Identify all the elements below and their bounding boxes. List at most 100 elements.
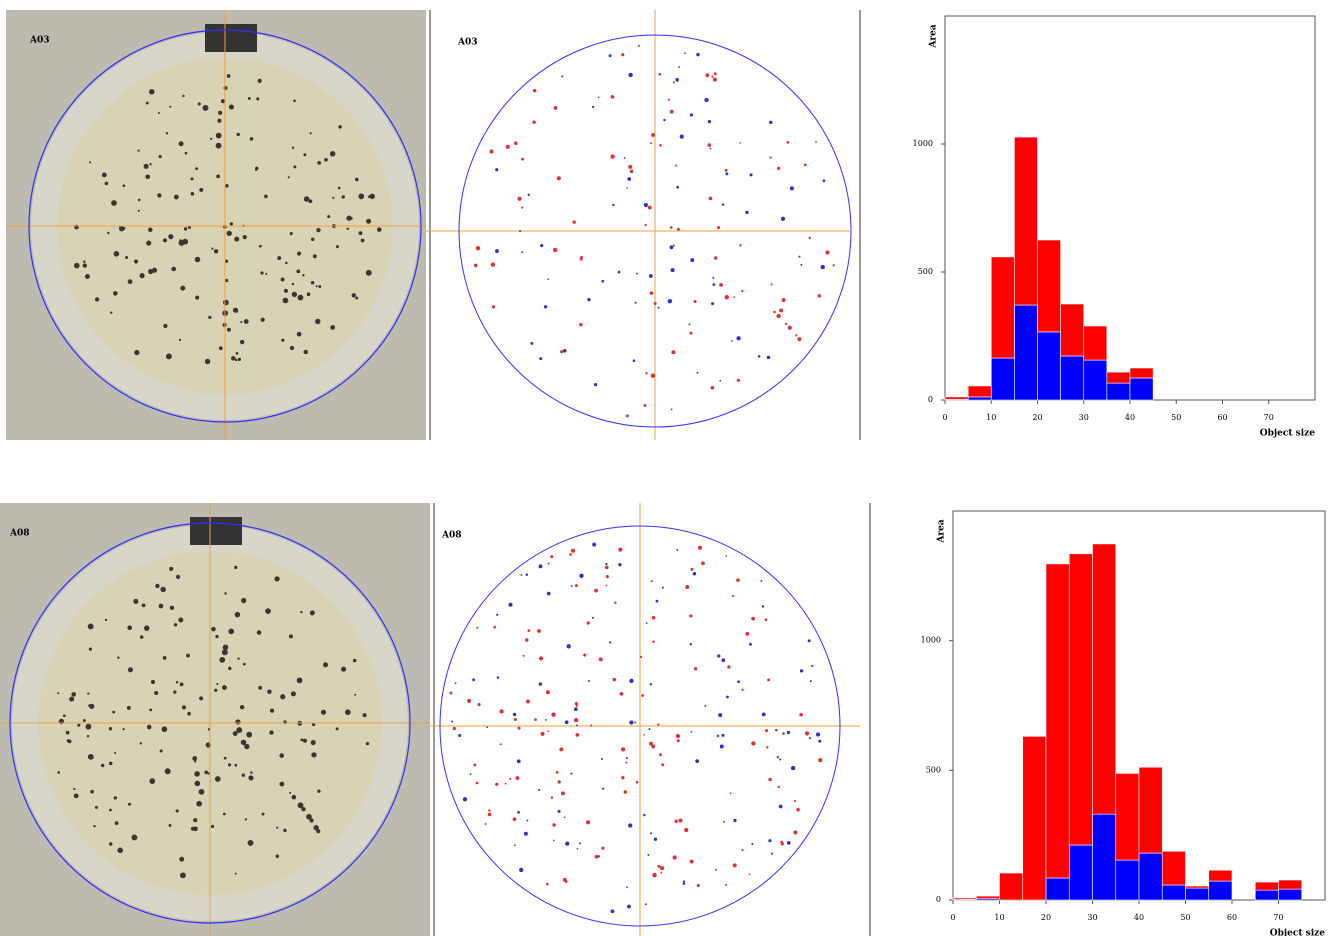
object-dot [484, 823, 487, 826]
object-dot [768, 839, 772, 843]
object-dot [708, 196, 713, 201]
object-dot [663, 118, 666, 122]
colony [358, 193, 365, 200]
colony [300, 610, 303, 614]
colony [149, 163, 152, 166]
colony [108, 842, 113, 846]
object-dot [749, 173, 753, 177]
object-dot [560, 350, 564, 354]
object-dot [608, 54, 612, 58]
object-dot [629, 169, 634, 174]
colony [309, 610, 315, 616]
object-dot [660, 866, 665, 871]
colony [301, 806, 306, 812]
colony [234, 358, 238, 362]
object-dot [527, 629, 531, 632]
object-dot [635, 780, 639, 784]
colony [223, 756, 227, 760]
object-dot [495, 168, 499, 172]
colony [310, 280, 315, 285]
colony [139, 273, 145, 279]
x-tick-label: 0 [950, 913, 955, 922]
object-dot [768, 777, 772, 782]
colony [194, 760, 197, 763]
object-dot [594, 588, 598, 593]
colony [269, 708, 275, 713]
colony [160, 586, 166, 593]
object-dot [648, 728, 651, 731]
colony [302, 274, 305, 277]
colony [232, 731, 238, 736]
photo-label: A03 [29, 36, 50, 46]
object-dot [741, 289, 744, 293]
colony [257, 78, 262, 83]
colony [223, 299, 229, 306]
bar-segment [1115, 859, 1140, 901]
colony [193, 826, 198, 832]
object-dot [658, 72, 662, 76]
colony [77, 723, 81, 727]
colony [159, 749, 163, 753]
colony [194, 256, 201, 263]
object-dot [683, 52, 686, 55]
y-tick-label: 500 [918, 267, 933, 276]
object-dot [651, 615, 656, 620]
object-dot [667, 299, 673, 304]
colony [148, 227, 153, 232]
object-dot [491, 305, 496, 309]
colony [133, 259, 139, 264]
object-dot [493, 625, 497, 629]
object-dot [532, 88, 537, 93]
object-dot [496, 613, 499, 616]
object-dot [650, 142, 653, 145]
colony [237, 657, 240, 660]
colony [352, 658, 357, 663]
colony [290, 691, 296, 697]
object-dot [451, 720, 454, 723]
colony [87, 623, 94, 630]
x-tick-label: 70 [1273, 913, 1283, 922]
colony [57, 771, 60, 774]
object-dot [546, 591, 551, 596]
object-dot [540, 244, 544, 248]
colony [360, 238, 365, 243]
colony [141, 603, 146, 608]
object-dot [651, 133, 655, 137]
colony [291, 291, 298, 298]
object-dot [504, 782, 507, 785]
bar-segment [967, 385, 992, 398]
object-dot [645, 372, 648, 375]
object-dot [670, 408, 673, 411]
object-dot [716, 734, 720, 738]
colony [243, 319, 249, 324]
colony [69, 696, 75, 702]
object-dot [690, 258, 695, 263]
object-dot [525, 638, 529, 642]
object-dot [672, 244, 675, 247]
colony [113, 796, 117, 800]
object-dot [751, 842, 754, 845]
colony [145, 101, 149, 105]
colony [237, 357, 242, 362]
object-dot [605, 562, 608, 566]
object-dot [650, 580, 653, 583]
colony [350, 217, 353, 220]
object-dot [591, 616, 594, 619]
colony [157, 111, 160, 115]
colony [183, 227, 188, 231]
object-dot [676, 549, 679, 551]
object-dot [509, 777, 512, 780]
object-dot [635, 272, 639, 275]
object-dot [570, 584, 573, 587]
colony [101, 172, 107, 178]
object-dot [711, 75, 714, 78]
object-dot [629, 678, 634, 684]
bar-segment [967, 396, 992, 401]
object-dot [545, 882, 549, 886]
bar-segment [1106, 371, 1131, 384]
bar-segment [1161, 884, 1186, 901]
object-dot [684, 827, 689, 833]
object-dot [811, 664, 814, 668]
colony [211, 247, 214, 250]
object-dot [547, 278, 550, 280]
